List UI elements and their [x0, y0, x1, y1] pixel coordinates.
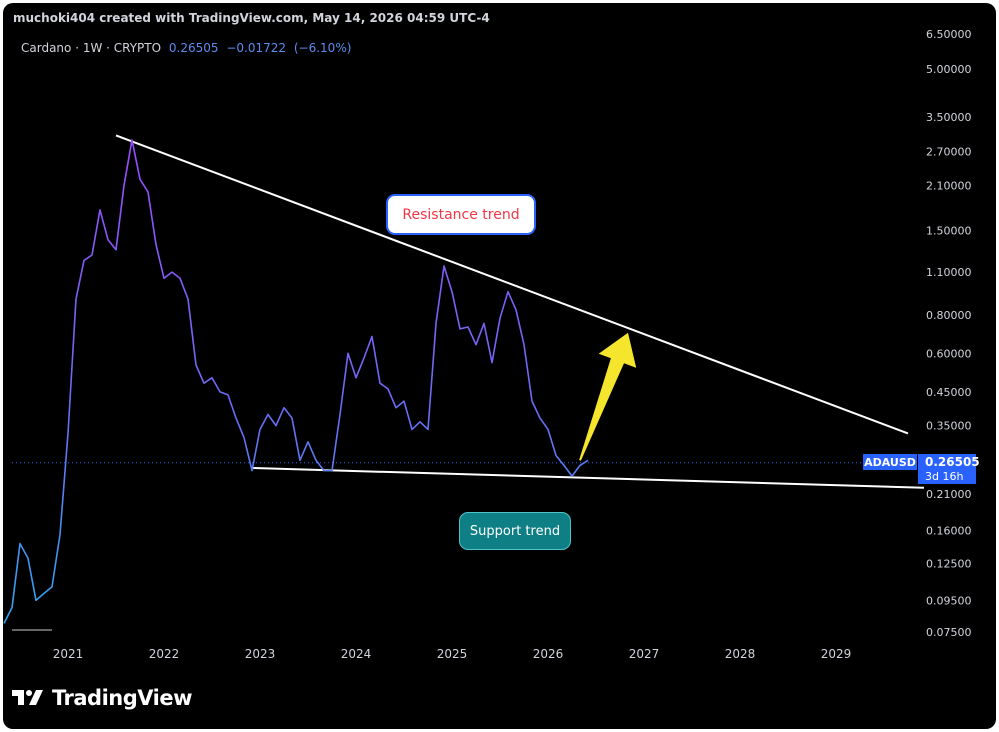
y-tick-label: 0.09500 — [926, 594, 972, 607]
y-tick-label: 0.16000 — [926, 524, 972, 537]
y-tick-label: 1.50000 — [926, 225, 972, 238]
last-price-tag: 0.26505 3d 16h — [918, 454, 980, 484]
resistance-trendline — [115, 134, 909, 435]
support-trend-callout: Support trend — [459, 512, 571, 550]
price-series-line — [3, 139, 589, 624]
last-price-tag-value: 0.26505 — [925, 455, 980, 469]
price-change: −0.01722 — [226, 41, 287, 55]
x-tick-label: 2023 — [245, 647, 276, 661]
y-tick-label: 2.70000 — [926, 146, 972, 159]
y-tick-label: 1.10000 — [926, 266, 972, 279]
x-tick-label: 2029 — [821, 647, 852, 661]
support-trendline — [251, 466, 925, 489]
symbol-legend: Cardano · 1W · CRYPTO 0.26505 −0.01722 (… — [21, 41, 351, 55]
y-tick-label: 0.60000 — [926, 347, 972, 360]
x-tick-label: 2025 — [437, 647, 468, 661]
symbol-price-tag: ADAUSD — [863, 454, 917, 470]
x-tick-label: 2027 — [629, 647, 660, 661]
x-tick-label: 2021 — [53, 647, 84, 661]
y-tick-label: 0.21000 — [926, 488, 972, 501]
y-tick-label: 0.45000 — [926, 386, 972, 399]
x-tick-label: 2026 — [533, 647, 564, 661]
last-price: 0.26505 — [168, 41, 219, 55]
chart-credit: muchoki404 created with TradingView.com,… — [13, 11, 490, 25]
y-tick-label: 0.80000 — [926, 309, 972, 322]
y-tick-label: 0.35000 — [926, 420, 972, 433]
x-tick-label: 2024 — [341, 647, 372, 661]
tradingview-logo[interactable]: TradingView — [12, 686, 192, 710]
price-change-pct: (−6.10%) — [293, 41, 352, 55]
bar-countdown: 3d 16h — [925, 470, 964, 483]
chart-frame: muchoki404 created with TradingView.com,… — [3, 3, 996, 729]
tradingview-logo-text: TradingView — [52, 686, 192, 710]
y-tick-label: 5.00000 — [926, 63, 972, 76]
resistance-trend-callout: Resistance trend — [386, 194, 536, 235]
upward-arrow — [579, 332, 637, 461]
y-tick-label: 0.07500 — [926, 626, 972, 639]
y-tick-label: 6.50000 — [926, 28, 972, 41]
y-tick-label: 3.50000 — [926, 111, 972, 124]
y-tick-label: 2.10000 — [926, 179, 972, 192]
x-tick-label: 2022 — [149, 647, 180, 661]
y-tick-label: 0.12500 — [926, 558, 972, 571]
symbol-label: Cardano · 1W · CRYPTO — [21, 41, 162, 55]
tradingview-logo-icon — [12, 690, 43, 705]
x-tick-label: 2028 — [725, 647, 756, 661]
